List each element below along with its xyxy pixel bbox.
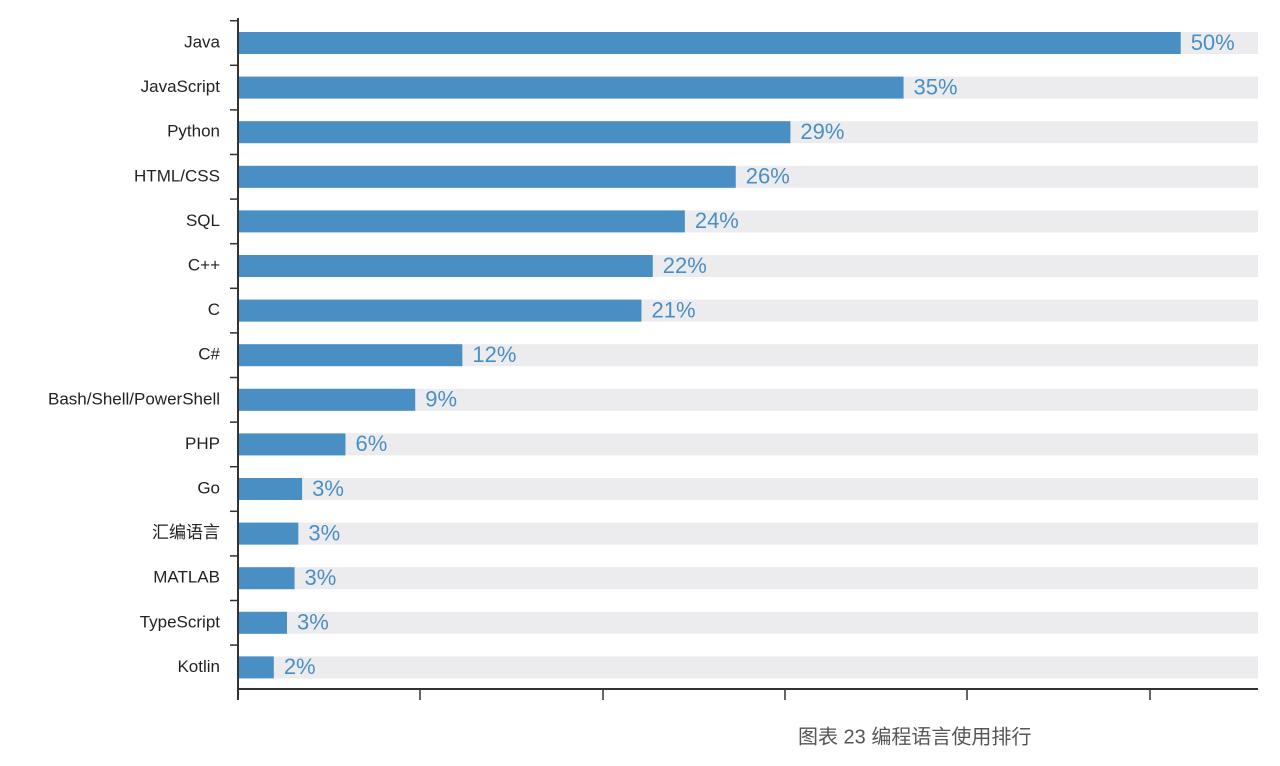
bar [238,344,463,367]
caption: 图表 23 编程语言使用排行 [798,725,1031,748]
bar [238,567,295,590]
category-label: JavaScript [141,77,221,96]
value-label: 3% [312,476,344,501]
bar [238,165,736,188]
bar [238,299,642,322]
track [238,522,1258,545]
value-label: 26% [746,164,790,189]
track [238,344,1258,367]
value-label: 35% [914,74,958,99]
value-label: 21% [651,297,695,322]
value-label: 3% [305,565,337,590]
value-label: 24% [695,208,739,233]
category-label: Go [197,478,220,497]
category-label: Kotlin [177,657,220,676]
category-label: HTML/CSS [134,166,220,185]
category-label: PHP [185,434,220,453]
bar [238,433,346,456]
bar [238,76,904,99]
bar [238,32,1181,54]
value-label: 29% [800,119,844,144]
category-label: C [208,300,220,319]
bar [238,255,653,277]
value-label: 2% [284,654,316,679]
value-label: 22% [663,253,707,278]
category-label: TypeScript [140,612,221,631]
track [238,388,1258,411]
category-label: Bash/Shell/PowerShell [48,389,220,408]
category-label: Java [184,32,220,51]
bar [238,210,685,233]
category-label: C++ [188,255,220,274]
value-label: 9% [425,387,457,412]
category-label: 汇编语言 [152,523,220,542]
category-label: SQL [186,211,220,230]
bar [238,388,416,411]
bar [238,656,274,679]
track [238,611,1258,634]
value-label: 50% [1191,30,1235,55]
track [238,478,1258,500]
value-label: 6% [355,431,387,456]
bar [238,611,288,634]
track [238,433,1258,456]
category-label: Python [167,122,220,141]
bar [238,478,303,500]
value-label: 3% [308,520,340,545]
bar [238,121,791,144]
category-label: C# [198,345,220,364]
category-label: MATLAB [153,568,220,587]
value-label: 12% [472,342,516,367]
track [238,656,1258,679]
value-label: 3% [297,610,329,635]
bar [238,522,299,545]
track [238,567,1258,590]
